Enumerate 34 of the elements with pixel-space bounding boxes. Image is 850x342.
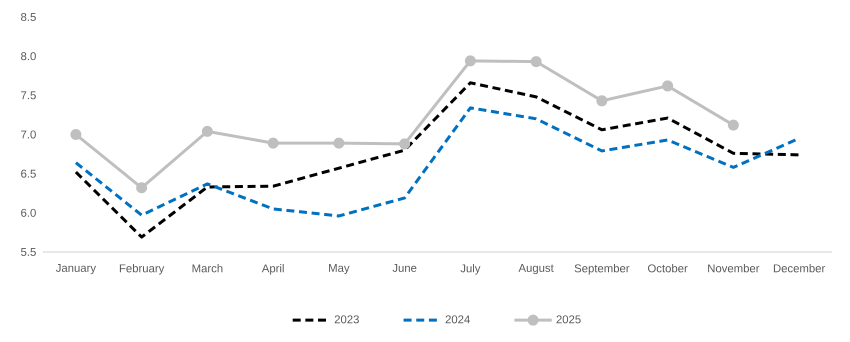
x-tick-label: January <box>56 264 96 274</box>
x-tick-label: February <box>120 264 164 275</box>
point <box>728 120 739 131</box>
legend-label: 2024 <box>446 315 470 324</box>
x-tick-label: July <box>460 264 480 275</box>
y-tick-label: 7.5 <box>21 91 36 100</box>
x-tick-label: December <box>774 264 826 272</box>
y-tick-label: 7.0 <box>21 130 36 138</box>
y-tick-label: 8.5 <box>21 12 36 21</box>
point <box>596 95 608 106</box>
x-tick-label: April <box>262 264 284 275</box>
x-tick-label: September <box>574 264 630 275</box>
point <box>136 182 148 194</box>
line-series <box>74 81 801 239</box>
y-tick-label: 8.0 <box>21 52 36 60</box>
y-tick-label: 5.5 <box>21 248 36 256</box>
y-tick-label: 6.0 <box>21 208 36 217</box>
point <box>530 56 542 68</box>
x-tick-label: June <box>392 264 416 272</box>
legend-label: 2023 <box>334 315 359 324</box>
point <box>333 138 344 149</box>
point <box>202 126 213 137</box>
point <box>399 138 410 150</box>
x-tick-label: March <box>192 264 222 272</box>
x-tick-label: November <box>708 264 760 272</box>
x-tick-label: May <box>329 264 350 274</box>
x-tick-label: August <box>518 264 554 274</box>
point <box>464 55 476 66</box>
point <box>268 138 279 149</box>
y-tick-label: 6.5 <box>21 170 36 178</box>
x-tick-label: October <box>648 264 688 272</box>
legend-label: 2025 <box>556 315 581 324</box>
point <box>70 128 82 140</box>
point <box>662 80 674 92</box>
